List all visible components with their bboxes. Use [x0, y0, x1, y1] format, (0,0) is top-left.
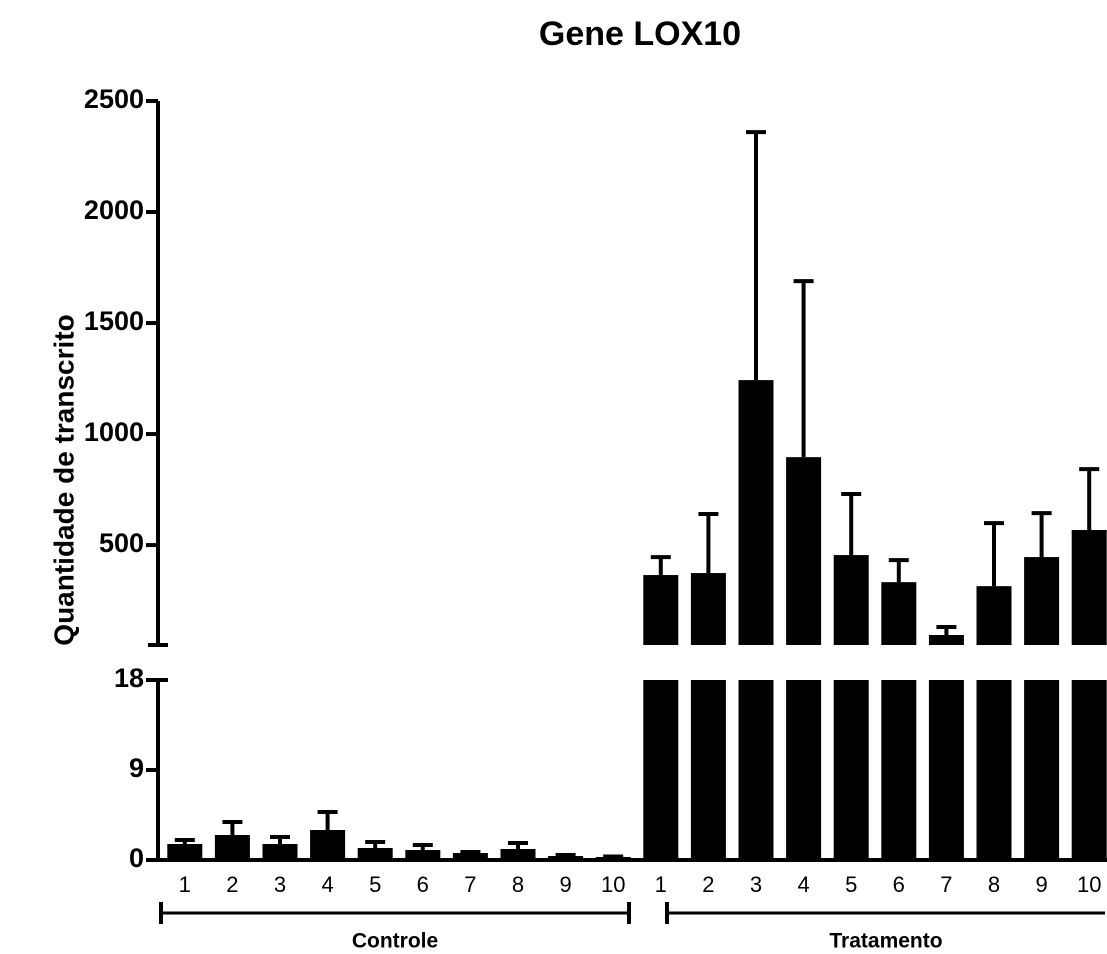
x-tick-label: 9: [1035, 872, 1047, 897]
bar: [1071, 529, 1107, 645]
x-tick-label: 4: [797, 872, 809, 897]
bar: [357, 848, 393, 860]
x-tick-label: 5: [845, 872, 857, 897]
bar: [928, 680, 964, 860]
x-tick-label: 7: [940, 872, 952, 897]
y-tick-label: 0: [129, 843, 144, 873]
bar: [786, 680, 822, 860]
bar: [738, 680, 774, 860]
x-tick-label: 2: [702, 872, 714, 897]
bar: [881, 680, 917, 860]
x-tick-label: 8: [988, 872, 1000, 897]
x-tick-label: 9: [559, 872, 571, 897]
y-tick-label: 2000: [84, 195, 144, 225]
y-tick-label: 500: [99, 528, 144, 558]
group-label: Tratamento: [829, 930, 942, 953]
x-tick-label: 10: [601, 872, 625, 897]
group-label: Controle: [352, 930, 438, 953]
bar: [1024, 680, 1060, 860]
bar: [833, 555, 869, 645]
x-tick-label: 8: [512, 872, 524, 897]
x-tick-label: 1: [179, 872, 191, 897]
y-tick-label: 1000: [84, 417, 144, 447]
y-tick-label: 18: [114, 663, 144, 693]
x-tick-label: 5: [369, 872, 381, 897]
bar: [548, 856, 584, 860]
bar: [690, 680, 726, 860]
x-tick-label: 3: [750, 872, 762, 897]
x-tick-label: 3: [274, 872, 286, 897]
y-tick-label: 2500: [84, 84, 144, 114]
bar: [643, 575, 679, 645]
bar: [976, 680, 1012, 860]
bar: [1071, 680, 1107, 860]
bar: [167, 844, 203, 860]
x-tick-label: 6: [893, 872, 905, 897]
x-tick-label: 10: [1077, 872, 1101, 897]
bar: [976, 586, 1012, 645]
y-axis-label: Quantidade de transcrito: [48, 314, 79, 645]
bar: [928, 635, 964, 645]
bar: [881, 582, 917, 645]
x-tick-label: 7: [464, 872, 476, 897]
y-tick-label: 1500: [84, 306, 144, 336]
bar: [452, 853, 488, 860]
y-tick-label: 9: [129, 753, 144, 783]
bar: [214, 835, 250, 860]
bar: [262, 844, 298, 860]
x-tick-label: 4: [321, 872, 333, 897]
bar: [833, 680, 869, 860]
bar: [310, 830, 346, 860]
x-tick-label: 6: [417, 872, 429, 897]
bar: [786, 457, 822, 645]
x-tick-label: 2: [226, 872, 238, 897]
bar: [643, 680, 679, 860]
bar: [738, 380, 774, 645]
x-tick-label: 1: [655, 872, 667, 897]
bar: [690, 573, 726, 645]
bar: [500, 849, 536, 860]
chart-title: Gene LOX10: [539, 15, 741, 53]
bar: [405, 850, 441, 860]
bar: [1024, 557, 1060, 645]
